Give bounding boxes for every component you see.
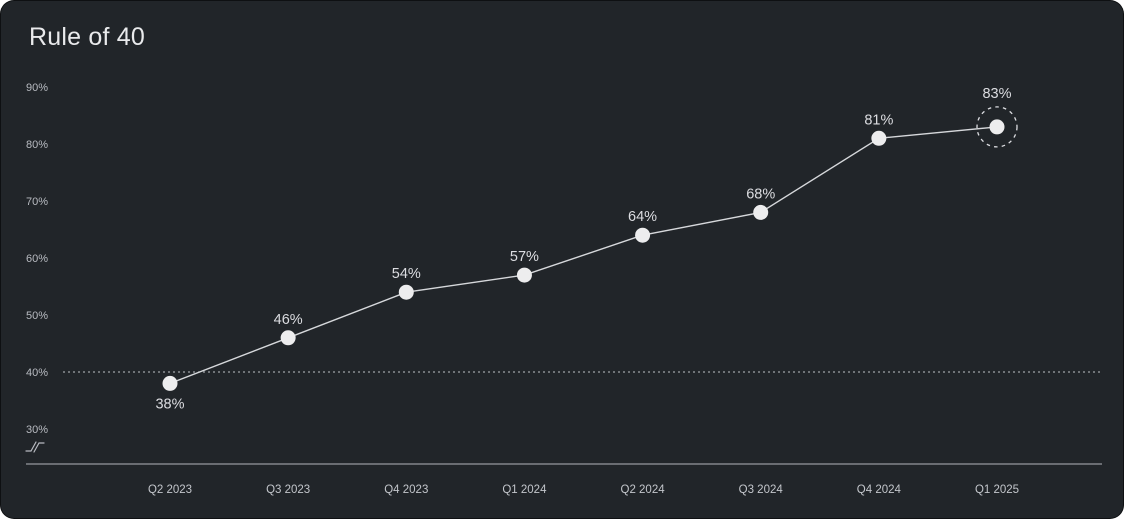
x-axis-label: Q1 2025 xyxy=(975,484,1019,496)
data-point-label: 38% xyxy=(155,396,184,412)
data-point-q3-2023[interactable] xyxy=(280,330,296,346)
data-point-label: 81% xyxy=(864,112,893,128)
data-point-q2-2024[interactable] xyxy=(635,227,651,243)
data-point-q3-2024[interactable] xyxy=(753,204,769,220)
data-point-label: 46% xyxy=(274,312,303,328)
x-axis-label: Q3 2023 xyxy=(266,484,310,496)
axis-break-icon xyxy=(25,441,45,453)
data-point-q1-2025[interactable] xyxy=(989,119,1005,135)
data-point-label: 54% xyxy=(392,266,421,282)
y-axis-label: 30% xyxy=(26,424,48,436)
y-axis-label: 50% xyxy=(26,310,48,322)
trend-line xyxy=(169,126,998,385)
y-axis-label: 90% xyxy=(26,82,48,94)
x-axis-label: Q3 2024 xyxy=(739,484,784,496)
data-point-q4-2024[interactable] xyxy=(871,130,887,146)
x-axis-label: Q4 2024 xyxy=(857,484,902,496)
y-axis-label: 40% xyxy=(26,367,48,379)
x-axis-label: Q1 2024 xyxy=(502,484,547,496)
x-axis-label: Q2 2024 xyxy=(621,484,666,496)
data-point-label: 83% xyxy=(982,86,1011,102)
y-axis-label: 60% xyxy=(26,253,48,265)
data-point-q2-2023[interactable] xyxy=(162,375,178,391)
data-point-q4-2023[interactable] xyxy=(398,284,414,300)
x-axis-label: Q4 2023 xyxy=(384,484,428,496)
data-point-label: 64% xyxy=(628,209,657,225)
x-axis-label: Q2 2023 xyxy=(148,484,192,496)
y-axis-label: 80% xyxy=(26,139,48,151)
y-axis-label: 70% xyxy=(26,196,48,208)
data-point-q1-2024[interactable] xyxy=(516,267,532,283)
data-point-label: 57% xyxy=(510,249,539,265)
data-point-label: 68% xyxy=(746,186,775,202)
highlight-ring xyxy=(976,106,1018,148)
chart-title: Rule of 40 xyxy=(29,23,145,51)
